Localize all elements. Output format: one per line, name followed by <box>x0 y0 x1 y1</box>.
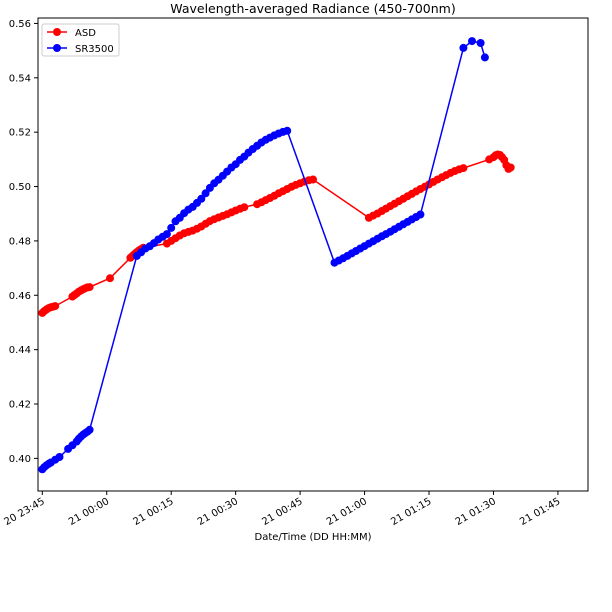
data-point-sr3500 <box>201 189 210 198</box>
data-point-sr3500 <box>167 223 176 232</box>
chart-title: Wavelength-averaged Radiance (450-700nm) <box>170 1 455 16</box>
data-point-sr3500 <box>162 230 171 239</box>
legend-asd-marker <box>53 28 61 36</box>
data-point-asd <box>459 164 468 173</box>
data-point-sr3500 <box>476 39 485 47</box>
data-point-sr3500 <box>197 194 206 203</box>
x-tick-label: 21 00:00 <box>67 496 111 528</box>
y-tick-label: 0.50 <box>9 182 31 193</box>
legend-sr3500-marker <box>53 44 61 52</box>
data-point-sr3500 <box>416 210 425 219</box>
x-tick-label: 21 01:45 <box>518 496 562 528</box>
series-asd <box>38 150 515 317</box>
x-tick-label: 20 23:45 <box>3 496 47 528</box>
y-tick-label: 0.52 <box>9 128 31 139</box>
y-tick-label: 0.54 <box>9 73 31 84</box>
y-tick-label: 0.40 <box>9 454 31 465</box>
data-point-asd <box>106 274 114 283</box>
data-point-asd <box>309 175 317 184</box>
y-tick-label: 0.42 <box>9 400 31 411</box>
data-point-sr3500 <box>283 126 292 135</box>
data-point-asd <box>506 163 515 172</box>
x-tick-label: 21 01:30 <box>454 496 498 528</box>
series-sr3500 <box>38 37 489 474</box>
x-tick-label: 21 01:15 <box>389 496 433 528</box>
x-tick-label: 21 01:00 <box>325 496 369 528</box>
legend: ASD SR3500 <box>41 23 120 57</box>
y-tick-label: 0.48 <box>9 236 31 247</box>
x-tick-label: 21 00:30 <box>196 496 240 528</box>
legend-asd-label: ASD <box>75 28 96 39</box>
data-point-sr3500 <box>468 37 476 46</box>
legend-sr3500-label: SR3500 <box>75 44 114 55</box>
data-point-sr3500 <box>85 425 94 434</box>
data-point-asd <box>85 283 94 292</box>
y-tick-label: 0.44 <box>9 345 31 356</box>
data-point-asd <box>240 203 249 212</box>
x-axis-label: Date/Time (DD HH:MM) <box>255 532 372 543</box>
data-point-sr3500 <box>55 453 64 461</box>
series-layer <box>38 37 515 474</box>
y-tick-label: 0.56 <box>9 19 31 30</box>
plot-area <box>37 17 589 492</box>
data-point-sr3500 <box>459 43 468 52</box>
x-tick-label: 21 00:15 <box>131 496 175 528</box>
data-point-sr3500 <box>480 53 489 62</box>
data-point-asd <box>51 302 60 311</box>
x-tick-label: 21 00:45 <box>260 496 304 528</box>
y-tick-label: 0.46 <box>9 291 31 302</box>
